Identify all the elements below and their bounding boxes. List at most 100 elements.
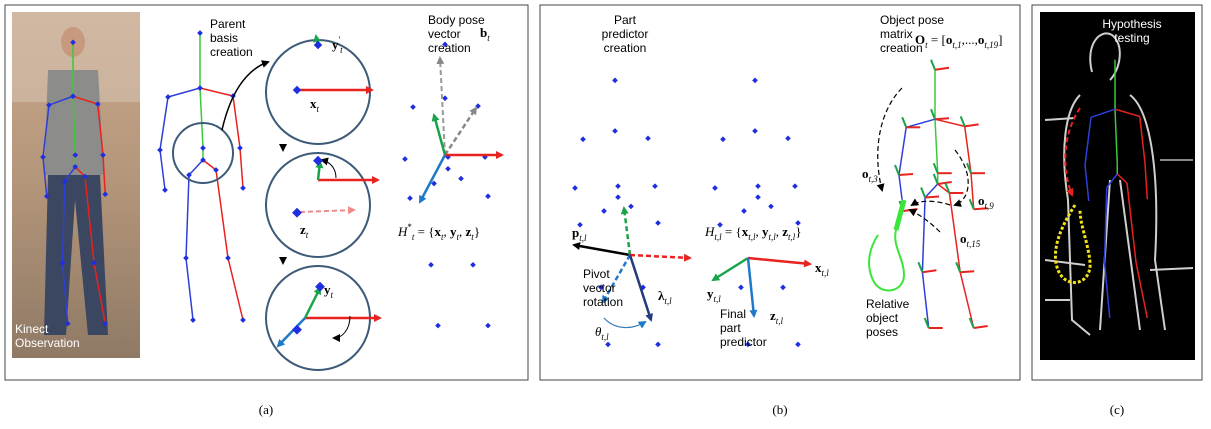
math-part: ' — [339, 35, 341, 45]
label-line: part — [720, 321, 741, 335]
math-part: o — [960, 231, 967, 246]
joint — [442, 95, 448, 102]
joint — [313, 40, 323, 50]
bone — [921, 197, 926, 273]
z-axis-arrow — [418, 154, 447, 204]
bone — [202, 159, 217, 171]
math-part: o — [978, 32, 985, 47]
joint — [200, 145, 206, 151]
joint — [795, 341, 801, 348]
math-label: H*t = {xt, yt, zt} — [397, 222, 480, 242]
math-label: xt,l — [815, 260, 829, 278]
math-part: y — [762, 224, 769, 239]
caption: (b) — [772, 402, 787, 417]
label: Object pose matrix creation — [880, 13, 944, 55]
math-part: , — [459, 224, 466, 239]
joint — [612, 128, 618, 134]
math-part: o — [862, 166, 869, 181]
bone — [1139, 116, 1146, 164]
math-part: b — [480, 25, 487, 40]
pose-axis — [955, 261, 962, 273]
joint — [410, 104, 416, 110]
math-part: t,l — [748, 232, 756, 242]
math-part: * — [407, 222, 412, 232]
joint — [652, 183, 658, 189]
math-part: t — [306, 230, 309, 240]
math-label: yt,l — [707, 286, 721, 304]
rotation-arrow — [332, 315, 351, 342]
joint — [601, 208, 607, 214]
bone — [61, 262, 69, 324]
joint — [240, 185, 246, 191]
math-part: t,l — [822, 268, 830, 278]
joint — [458, 175, 464, 182]
pose-axis — [923, 317, 930, 329]
joint — [612, 77, 618, 84]
bone — [232, 95, 241, 149]
bone — [1135, 262, 1148, 319]
z-axis-arrow — [601, 254, 632, 304]
pose-arrow — [908, 209, 941, 233]
caption: (a) — [259, 402, 273, 417]
bone — [948, 192, 961, 273]
basis-circle — [265, 152, 371, 258]
noose-hypothesis — [1053, 204, 1092, 284]
math-part: θ — [595, 324, 602, 339]
math-label: zt — [300, 222, 309, 240]
bone — [159, 149, 166, 191]
pose-axis — [966, 162, 972, 174]
math-part: t — [457, 232, 460, 242]
joint — [470, 262, 476, 268]
math-part: t,3 — [869, 174, 879, 184]
joint — [94, 101, 101, 107]
joint — [717, 221, 723, 228]
joint — [485, 322, 491, 329]
math-label: ot,9 — [978, 193, 994, 211]
math-part: z — [466, 224, 472, 239]
math-part: t,l — [776, 316, 784, 326]
x-axis-arrow — [747, 256, 812, 268]
label-line: creation — [880, 41, 923, 55]
label-line: Relative — [866, 297, 910, 311]
bone — [64, 166, 76, 182]
label-line: Pivot — [583, 267, 610, 281]
joint — [162, 187, 168, 193]
math-part: x — [815, 260, 822, 275]
edge-outlines — [1044, 32, 1194, 336]
bone — [921, 272, 930, 329]
math-part: x — [434, 224, 441, 239]
math-part: } — [474, 224, 480, 239]
math-part: t,l — [601, 332, 609, 342]
joint — [755, 183, 761, 189]
panel-frame — [1031, 4, 1203, 381]
label-line: Object pose — [880, 13, 944, 27]
math-part: t — [317, 104, 320, 114]
label: Body pose vector creation — [428, 13, 485, 55]
math-part: ,..., — [962, 32, 978, 47]
math-part: t — [441, 232, 444, 242]
joint — [72, 152, 79, 158]
bone — [1114, 108, 1140, 118]
z-axis-arrow — [276, 317, 306, 348]
joint — [795, 220, 801, 226]
joint — [102, 320, 109, 327]
joint — [72, 163, 79, 170]
pose-axis — [944, 182, 951, 194]
joint — [745, 341, 751, 348]
pose-arrow — [953, 149, 969, 207]
math-part: t,l — [664, 296, 672, 306]
label-line: Observation — [15, 336, 80, 350]
bone — [159, 96, 169, 151]
joint — [738, 284, 744, 291]
y-axis-arrow — [315, 160, 324, 181]
math-part: t,l — [579, 233, 587, 243]
pivot-vector — [572, 242, 631, 257]
math-part: t,l — [714, 294, 722, 304]
label-line: Parent — [210, 17, 246, 31]
math-part: x — [742, 224, 749, 239]
bone — [102, 154, 106, 195]
joint — [91, 260, 97, 266]
joint — [605, 341, 611, 348]
joint — [655, 220, 661, 226]
pose-axis — [901, 116, 908, 128]
